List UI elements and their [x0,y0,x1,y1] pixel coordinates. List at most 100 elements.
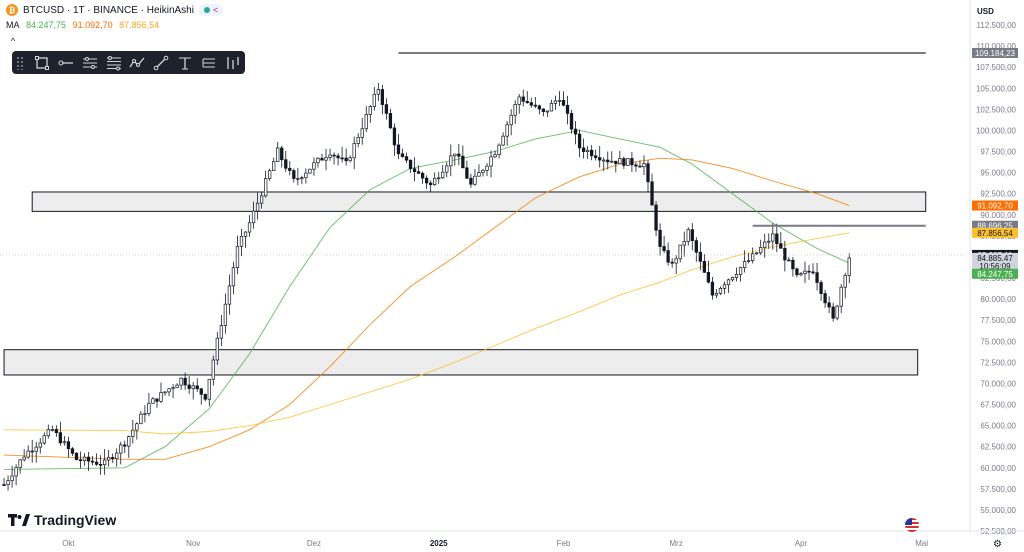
candle-body [453,153,457,157]
y-tick-label: 95.000,00 [980,169,1016,178]
candle-body [738,267,743,275]
candle-body [783,247,787,261]
us-flag-icon[interactable] [905,518,919,532]
zone-rect[interactable] [31,191,927,212]
parallel-channel-icon[interactable] [78,53,102,73]
forecast-icon[interactable] [221,53,245,73]
candle-body [678,244,682,260]
candle-body [775,233,779,244]
candle-body [14,467,18,477]
candle-body [509,114,513,126]
candle-body [392,127,397,146]
candle-body [485,165,489,171]
currency-selector[interactable]: USD [977,6,994,16]
candle-body [433,178,437,186]
candle-body [74,452,79,461]
candle-body [662,246,666,251]
candle-body [284,159,288,169]
candle-body [682,241,686,246]
fib-retracement-icon[interactable] [102,53,126,73]
candle-body [622,158,626,166]
candle-body [404,156,409,161]
logo-text: TradingView [34,512,117,528]
candle-body [102,459,107,466]
candle-body [698,251,702,262]
candle-body [823,293,827,304]
rectangle-tool-icon[interactable] [30,53,54,73]
anchored-vwap-icon[interactable] [173,53,197,73]
candle-body [364,114,368,130]
candle-body [686,229,690,242]
candle-body [6,480,10,486]
candle-body [352,143,356,159]
y-tick-label: 75.000,00 [980,337,1016,346]
candle-body [755,252,759,255]
candle-body [759,247,763,254]
zone-rect[interactable] [3,349,919,376]
candle-body [763,241,767,248]
y-tick-label: 57.500,00 [980,485,1016,494]
candle-body [179,377,183,386]
candle-body [706,272,711,283]
candle-body [602,159,606,162]
candle-body [340,157,344,160]
candle-body [549,103,554,112]
candle-body [469,177,473,185]
candle-body [336,155,340,159]
price-label-text: 91.092,70 [977,202,1013,211]
candle-body [718,288,723,294]
ma-legend[interactable]: MA 84.247,75 91.092,70 87.856,54 [6,20,163,30]
collapse-legend-icon[interactable]: ^ [10,36,16,46]
x-tick-label: Mrz [670,539,683,548]
tradingview-logo[interactable]: TradingView [8,512,116,528]
drawing-toolbar[interactable] [12,51,245,74]
symbol-title[interactable]: BTCUSD · 1T · BINANCE · HeikinAshi [23,4,194,16]
price-label-text: 84.247,75 [977,270,1013,279]
candle-body [654,204,658,231]
candle-body [384,104,389,114]
candle-body [666,250,670,263]
candle-body [771,233,775,242]
ma-yellow-line [3,232,850,435]
y-tick-label: 62.500,00 [980,443,1016,452]
candle-body [465,167,469,179]
y-tick-label: 65.000,00 [980,422,1016,431]
candle-body [638,165,642,168]
status-pill[interactable]: < [198,4,224,16]
candle-body [348,157,352,162]
symbol-header[interactable]: ₿ BTCUSD · 1T · BINANCE · HeikinAshi < [6,4,224,16]
drag-handle-icon[interactable] [16,55,24,70]
price-label-box [972,220,1018,231]
horizontal-levels[interactable] [0,51,970,256]
candle-body [304,172,308,178]
time-axis[interactable]: Okt Nov Dez 2025 Feb Mrz Apr Mai [0,530,1024,548]
candle-body [461,155,465,169]
path-icon[interactable] [126,53,150,73]
candle-body [86,456,91,462]
y-tick-label: 105.000,00 [976,84,1017,93]
share-icon[interactable]: < [212,5,219,15]
candle-body [2,484,6,486]
price-label-text: 84.885,47 [977,254,1013,263]
long-position-icon[interactable] [197,53,221,73]
tradingview-logo-icon [8,514,30,526]
candle-body [368,106,372,115]
candle-body [779,243,783,249]
y-tick-label: 100.000,00 [976,126,1017,135]
settings-gear-icon[interactable]: ⚙ [993,539,1002,550]
candle-body [477,172,481,177]
candle-body [175,384,179,388]
candle-body [26,450,30,458]
candle-body [408,159,413,170]
candle-body [670,261,674,264]
horizontal-ray-icon[interactable] [54,53,78,73]
price-label-box [972,227,1018,238]
candle-body [746,260,751,262]
candle-body [481,169,485,173]
support-resistance-zones[interactable] [3,191,927,376]
candle-body [163,391,167,394]
candle-body [195,385,199,390]
trend-line-icon[interactable] [149,53,173,73]
ma-value-orange: 91.092,70 [72,20,113,30]
